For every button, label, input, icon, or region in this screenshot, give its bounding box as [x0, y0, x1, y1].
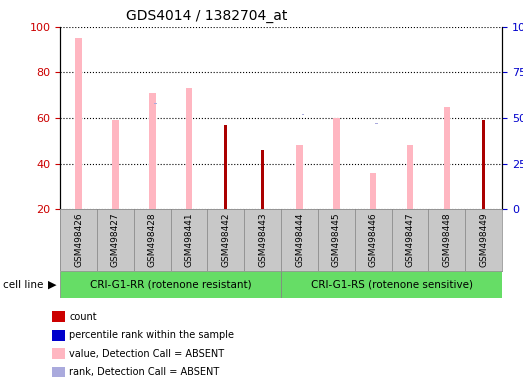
Text: GDS4014 / 1382704_at: GDS4014 / 1382704_at [127, 9, 288, 23]
Text: GSM498427: GSM498427 [111, 212, 120, 267]
Bar [60, 271, 281, 298]
Bar [224, 125, 228, 209]
Bar [75, 38, 82, 209]
Bar [149, 93, 155, 209]
Text: GSM498428: GSM498428 [147, 212, 157, 267]
Bar [281, 271, 502, 298]
Text: GSM498448: GSM498448 [442, 212, 451, 267]
Bar [407, 146, 413, 209]
Text: GSM498441: GSM498441 [185, 212, 194, 267]
Text: rank, Detection Call = ABSENT: rank, Detection Call = ABSENT [69, 367, 219, 377]
Bar [482, 120, 485, 209]
Bar [112, 120, 119, 209]
Text: GSM498443: GSM498443 [258, 212, 267, 267]
Bar [186, 88, 192, 209]
Text: count: count [69, 312, 97, 322]
Text: GSM498447: GSM498447 [405, 212, 415, 267]
Bar [296, 146, 303, 209]
Text: GSM498449: GSM498449 [479, 212, 488, 267]
Text: CRI-G1-RS (rotenone sensitive): CRI-G1-RS (rotenone sensitive) [311, 279, 473, 289]
Text: GSM498442: GSM498442 [221, 212, 230, 267]
Text: ▶: ▶ [48, 280, 56, 290]
Bar [333, 118, 339, 209]
Text: GSM498444: GSM498444 [295, 212, 304, 267]
Text: GSM498445: GSM498445 [332, 212, 341, 267]
Text: GSM498426: GSM498426 [74, 212, 83, 267]
Text: value, Detection Call = ABSENT: value, Detection Call = ABSENT [69, 349, 224, 359]
Text: GSM498446: GSM498446 [369, 212, 378, 267]
Bar [261, 150, 264, 209]
Bar [444, 107, 450, 209]
Text: cell line: cell line [3, 280, 43, 290]
Bar [370, 173, 377, 209]
Text: CRI-G1-RR (rotenone resistant): CRI-G1-RR (rotenone resistant) [90, 279, 252, 289]
Text: percentile rank within the sample: percentile rank within the sample [69, 330, 234, 340]
